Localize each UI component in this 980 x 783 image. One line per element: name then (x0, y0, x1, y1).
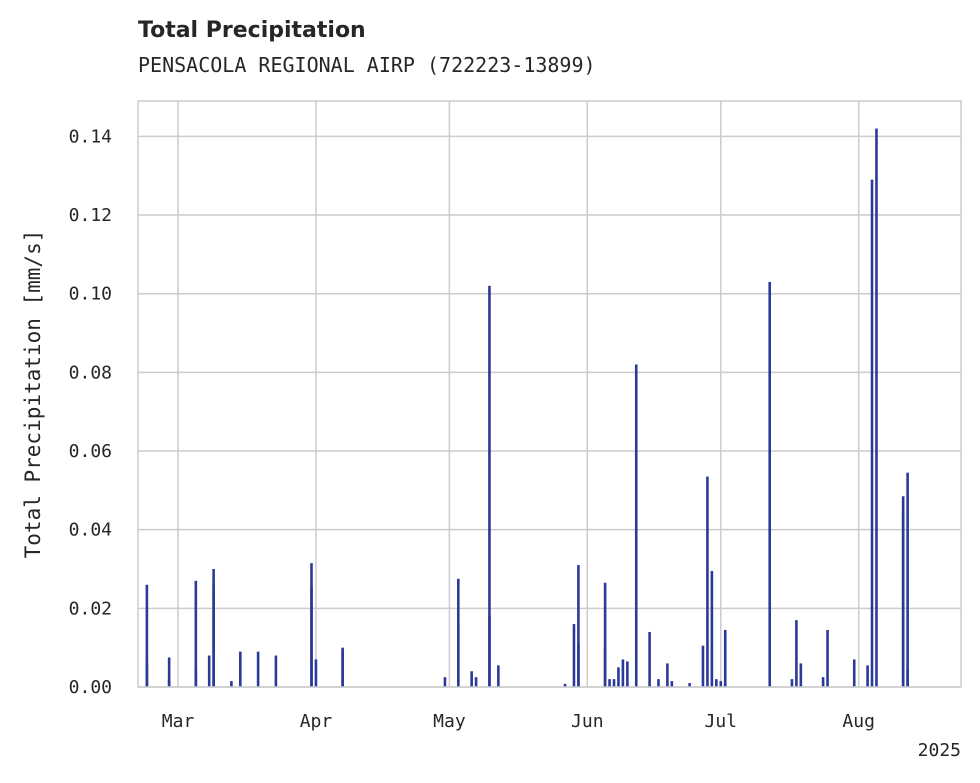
year-label: 2025 (918, 740, 961, 761)
precip-bar (474, 677, 478, 687)
precip-bar (457, 578, 460, 687)
precip-bar (875, 128, 878, 687)
precip-bar (212, 569, 215, 687)
precip-bar (706, 476, 709, 687)
precip-bar (603, 647, 607, 687)
precip-bar (194, 669, 198, 687)
precip-bar (274, 655, 278, 687)
precip-bar (826, 629, 829, 687)
y-tick-label: 0.00 (69, 677, 112, 698)
precip-bar (194, 580, 198, 687)
y-tick-label: 0.10 (69, 284, 112, 305)
precip-bar (634, 364, 638, 687)
grid-layer (138, 101, 961, 688)
precip-bar (790, 679, 794, 687)
precip-bar (256, 651, 260, 687)
chart-subtitle: PENSACOLA REGIONAL AIRP (722223-13899) (138, 53, 596, 77)
precip-bar (621, 659, 625, 687)
precip-bar (715, 679, 718, 687)
plot-frame (137, 100, 962, 688)
chart-title: Total Precipitation (138, 18, 366, 43)
precip-bar (799, 663, 803, 687)
precip-bar (239, 651, 242, 687)
precip-bar (167, 657, 171, 687)
x-tick-label: Jul (705, 711, 738, 732)
precip-bar (710, 570, 714, 687)
y-tick-label: 0.06 (69, 441, 112, 462)
precip-bar (145, 584, 149, 687)
precip-bar (310, 563, 313, 687)
x-tick-label: Jun (571, 711, 604, 732)
precip-bar (603, 582, 607, 687)
precip-bar (341, 647, 344, 687)
precip-bar (795, 620, 798, 687)
y-tick-label: 0.08 (69, 362, 112, 383)
precip-bar (870, 179, 874, 687)
precip-bar (866, 665, 869, 687)
bars-layer (145, 128, 909, 687)
precip-bar (577, 643, 580, 687)
y-tick-label: 0.02 (69, 598, 112, 619)
y-tick-labels: 0.00 0.02 0.04 0.06 0.08 0.10 0.12 0.14 (69, 126, 112, 698)
precip-bar (821, 677, 825, 687)
y-tick-label: 0.04 (69, 520, 112, 541)
x-tick-label: May (433, 711, 466, 732)
precip-bar (688, 683, 691, 687)
precip-bar (443, 677, 447, 687)
precip-bar (626, 661, 629, 687)
precip-bar (701, 645, 705, 687)
precip-bar (563, 683, 567, 687)
precip-bar (207, 655, 211, 687)
precip-bar (768, 281, 772, 687)
precip-bar (497, 665, 500, 687)
precip-bar (470, 671, 473, 687)
precip-bar (230, 681, 233, 687)
precip-bar (572, 624, 576, 687)
precip-bar (852, 659, 856, 687)
precip-bar (666, 663, 669, 687)
precip-bar (608, 679, 611, 687)
precip-bar (906, 669, 909, 687)
precip-bar (617, 667, 620, 687)
precip-bar (612, 679, 616, 687)
precip-bar (901, 496, 905, 687)
precip-bar (167, 679, 171, 687)
y-tick-label: 0.12 (69, 205, 112, 226)
precip-bar (670, 681, 674, 687)
precip-bar (145, 663, 149, 687)
x-tick-label: Apr (300, 711, 333, 732)
precip-bar (657, 679, 660, 687)
y-axis-label: Total Precipitation [mm/s] (21, 230, 45, 559)
precip-bar (719, 681, 723, 687)
x-tick-label: Mar (162, 711, 195, 732)
precip-bar (648, 631, 651, 687)
precip-bar (723, 629, 727, 687)
precip-bar (488, 616, 491, 687)
precip-bar (314, 659, 318, 687)
x-tick-label: Aug (842, 711, 875, 732)
precip-bar (906, 472, 909, 687)
precip-bar (488, 285, 491, 687)
precip-bar (577, 565, 580, 687)
y-tick-label: 0.14 (69, 126, 112, 147)
x-tick-labels: Mar Apr May Jun Jul Aug (162, 711, 875, 732)
